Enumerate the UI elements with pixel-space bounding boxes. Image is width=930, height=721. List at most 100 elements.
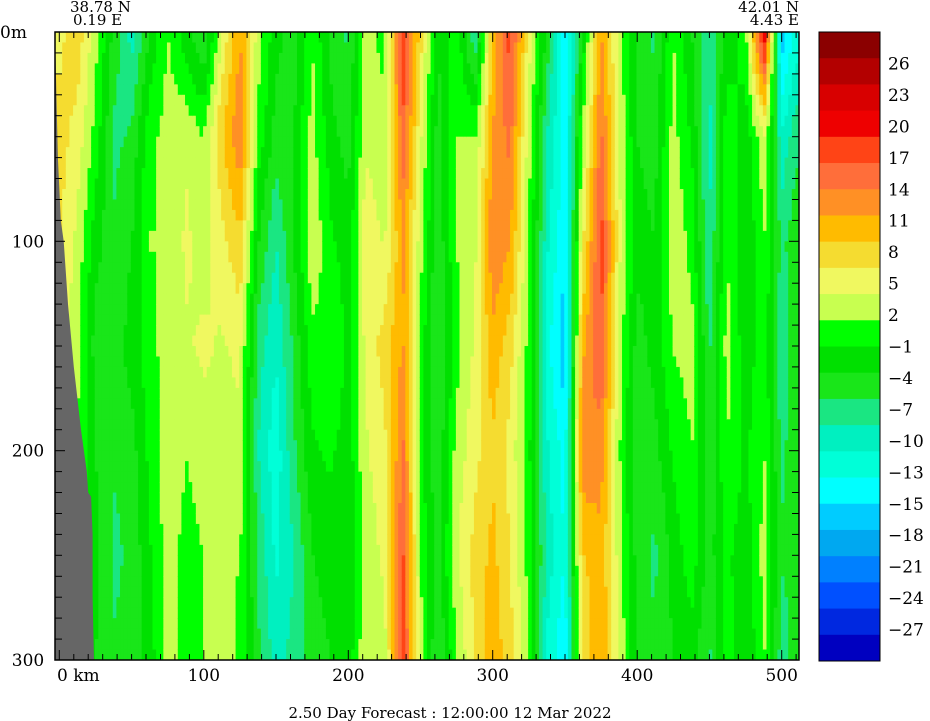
field-cell <box>109 618 114 630</box>
field-cell <box>296 314 302 326</box>
field-cell <box>91 283 96 295</box>
field-cell <box>347 398 352 410</box>
field-cell <box>260 220 266 232</box>
field-cell <box>76 262 81 274</box>
field-cell <box>145 649 150 660</box>
field-cell <box>231 649 237 660</box>
field-cell <box>250 492 255 504</box>
field-cell <box>145 272 150 284</box>
field-cell <box>311 450 316 462</box>
field-cell <box>235 168 240 180</box>
field-cell <box>91 346 96 358</box>
field-cell <box>329 241 334 253</box>
field-cell <box>203 440 208 452</box>
field-cell <box>203 262 208 274</box>
field-cell <box>83 335 89 347</box>
field-cell <box>76 335 81 347</box>
field-cell <box>166 482 172 494</box>
field-cell <box>130 63 136 75</box>
field-cell <box>318 220 323 232</box>
field-cell <box>293 649 298 660</box>
field-cell <box>98 94 103 106</box>
field-cell <box>347 366 352 378</box>
field-cell <box>199 189 204 201</box>
field-cell <box>112 387 117 399</box>
field-cell <box>221 283 226 295</box>
field-cell <box>347 503 352 515</box>
field-cell <box>260 189 266 201</box>
field-cell <box>257 262 262 274</box>
field-cell <box>289 262 294 274</box>
field-cell <box>127 220 132 232</box>
field-cell <box>300 189 305 201</box>
field-cell <box>307 199 313 211</box>
field-cell <box>152 565 157 577</box>
field-cell <box>185 94 190 106</box>
field-cell <box>141 73 146 85</box>
field-cell <box>300 168 305 180</box>
field-cell <box>329 503 334 515</box>
field-cell <box>293 84 298 96</box>
field-cell <box>217 283 222 295</box>
field-cell <box>250 398 255 410</box>
field-cell <box>156 94 161 106</box>
field-cell <box>94 283 99 295</box>
field-cell <box>224 482 229 494</box>
field-cell <box>275 105 280 117</box>
field-cell <box>235 147 240 159</box>
field-cell <box>354 84 359 96</box>
field-cell <box>242 314 248 326</box>
field-cell <box>300 618 305 630</box>
field-cell <box>300 628 305 640</box>
field-cell <box>156 199 161 211</box>
field-cell <box>250 63 255 75</box>
field-cell <box>246 136 251 148</box>
field-cell <box>123 628 128 640</box>
field-cell <box>257 346 262 358</box>
field-cell <box>101 293 107 305</box>
field-cell <box>98 230 103 242</box>
field-cell <box>181 63 186 75</box>
field-cell <box>271 73 276 85</box>
field-cell <box>336 377 341 389</box>
field-cell <box>91 440 96 452</box>
field-cell <box>203 618 208 630</box>
field-cell <box>329 147 334 159</box>
field-cell <box>69 241 74 253</box>
field-cell <box>181 115 186 127</box>
field-cell <box>235 523 240 535</box>
field-cell <box>257 147 262 159</box>
field-cell <box>275 115 280 127</box>
field-cell <box>231 492 237 504</box>
field-cell <box>318 126 323 138</box>
field-cell <box>300 450 305 462</box>
field-cell <box>203 84 208 96</box>
field-cell <box>286 492 291 504</box>
field-cell <box>94 314 99 326</box>
field-cell <box>138 555 143 567</box>
field-cell <box>257 398 262 410</box>
field-cell <box>206 482 211 494</box>
field-cell <box>264 251 269 263</box>
field-cell <box>278 387 284 399</box>
field-cell <box>120 607 125 619</box>
field-cell <box>242 147 248 159</box>
field-cell <box>286 157 291 169</box>
field-cell <box>87 251 92 263</box>
field-cell <box>351 523 356 535</box>
field-cell <box>289 503 294 515</box>
field-cell <box>293 304 298 316</box>
field-cell <box>166 398 172 410</box>
field-cell <box>91 147 96 159</box>
field-cell <box>343 523 349 535</box>
field-cell <box>239 492 244 504</box>
field-cell <box>112 209 117 221</box>
field-cell <box>159 199 164 211</box>
field-cell <box>206 126 211 138</box>
field-cell <box>325 283 331 295</box>
field-cell <box>221 178 226 190</box>
field-cell <box>94 105 99 117</box>
field-cell <box>300 523 305 535</box>
field-cell <box>192 126 197 138</box>
field-cell <box>174 576 179 588</box>
